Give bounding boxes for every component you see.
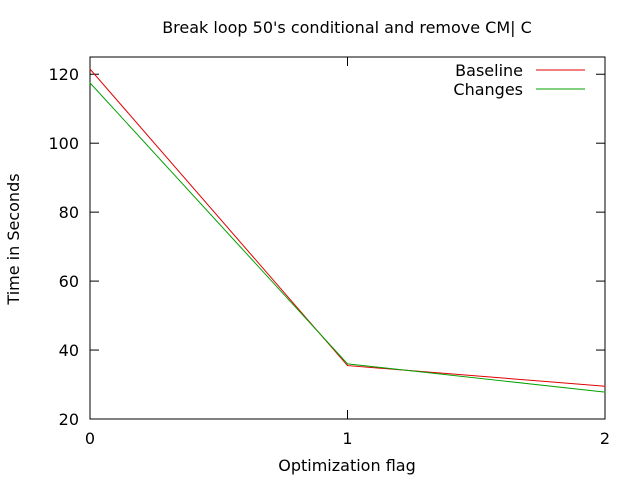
x-axis-label: Optimization flag: [278, 456, 415, 475]
data-point-changes: [346, 363, 349, 365]
series-line-baseline: [89, 68, 606, 387]
y-tick-label: 80: [59, 203, 79, 222]
legend-label-changes: Changes: [453, 80, 523, 99]
data-point-changes: [89, 82, 91, 84]
x-tick-label: 1: [342, 429, 352, 448]
x-tick-label: 0: [85, 429, 95, 448]
data-point-baseline: [604, 385, 606, 387]
data-point-changes: [604, 391, 606, 393]
y-tick-label: 40: [59, 341, 79, 360]
y-axis-label: Time in Seconds: [4, 173, 23, 305]
series-layer: [89, 68, 606, 393]
y-tick-label: 20: [59, 410, 79, 429]
x-tick-label: 2: [600, 429, 610, 448]
y-tick-label: 120: [48, 65, 79, 84]
data-point-baseline: [346, 364, 349, 367]
series-line-changes: [89, 82, 606, 393]
y-tick-label: 60: [59, 272, 79, 291]
legend-label-baseline: Baseline: [455, 61, 523, 80]
y-tick-label: 100: [48, 134, 79, 153]
plot-frame: [89, 56, 606, 420]
chart-title: Break loop 50's conditional and remove C…: [162, 18, 532, 37]
data-point-baseline: [89, 68, 91, 70]
axes-layer: 20 40 60 80 100 120 0 1 2: [48, 56, 610, 448]
